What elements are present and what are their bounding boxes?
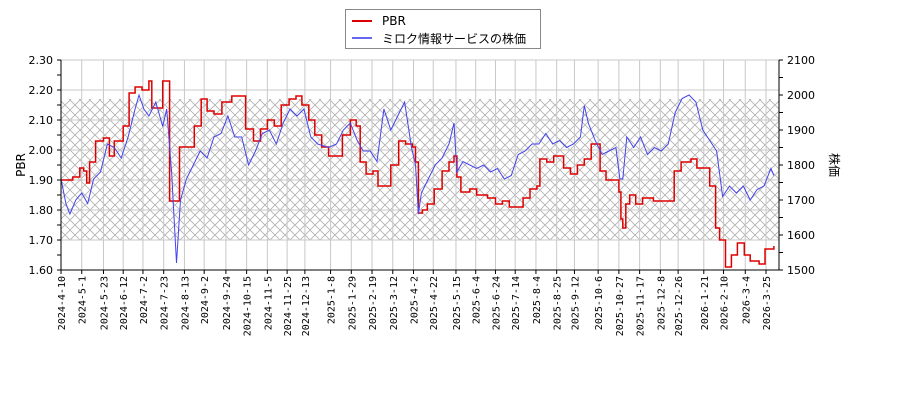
svg-text:2.00: 2.00 xyxy=(29,144,54,157)
svg-text:2025-10-27: 2025-10-27 xyxy=(615,276,626,336)
stock-price-line xyxy=(61,93,775,264)
legend-label-pbr: PBR xyxy=(382,14,406,28)
svg-text:1600: 1600 xyxy=(787,229,815,242)
y-axis-left-ticks: 1.60 1.70 1.80 1.90 2.00 2.10 2.20 2.30 xyxy=(29,54,61,277)
legend-label-price: ミロク情報サービスの株価 xyxy=(382,31,527,46)
legend-swatch-price xyxy=(352,37,372,39)
svg-text:2024-9-2: 2024-9-2 xyxy=(200,276,211,324)
svg-text:2025-4-22: 2025-4-22 xyxy=(429,276,440,330)
svg-text:2025-6-24: 2025-6-24 xyxy=(491,276,502,330)
svg-text:2025-1-8: 2025-1-8 xyxy=(327,276,338,324)
svg-text:2.10: 2.10 xyxy=(29,114,54,127)
svg-text:1500: 1500 xyxy=(787,264,815,277)
svg-text:2025-8-25: 2025-8-25 xyxy=(553,276,564,330)
y-axis-left-label: PBR xyxy=(14,153,28,177)
svg-text:2026-2-10: 2026-2-10 xyxy=(720,276,731,330)
svg-text:2024-9-24: 2024-9-24 xyxy=(222,276,233,330)
svg-text:2025-5-15: 2025-5-15 xyxy=(452,276,463,330)
y-axis-right-label: 株価 xyxy=(827,153,842,177)
svg-text:1.70: 1.70 xyxy=(29,234,54,247)
svg-text:2025-2-19: 2025-2-19 xyxy=(368,276,379,330)
svg-text:2025-11-17: 2025-11-17 xyxy=(636,276,647,336)
svg-text:2024-5-23: 2024-5-23 xyxy=(99,276,110,330)
svg-text:2024-11-25: 2024-11-25 xyxy=(283,276,294,336)
svg-text:2025-6-4: 2025-6-4 xyxy=(472,276,483,324)
svg-text:2.30: 2.30 xyxy=(29,54,54,67)
svg-text:2024-8-13: 2024-8-13 xyxy=(180,276,191,330)
svg-text:1.80: 1.80 xyxy=(29,204,54,217)
svg-text:1.60: 1.60 xyxy=(29,264,54,277)
svg-text:2025-8-4: 2025-8-4 xyxy=(532,276,543,324)
svg-text:2025-3-12: 2025-3-12 xyxy=(389,276,400,330)
svg-text:2026-1-21: 2026-1-21 xyxy=(700,276,711,330)
y-axis-right-ticks: 1500 1600 1700 1800 1900 2000 2100 xyxy=(779,54,815,277)
svg-text:2024-6-12: 2024-6-12 xyxy=(119,276,130,330)
shaded-band xyxy=(61,99,779,240)
legend-item-pbr: PBR xyxy=(352,13,406,29)
x-axis-tick-labels: 2024-4-10 2024-5-1 2024-5-23 2024-6-12 2024-… xyxy=(57,270,773,336)
svg-text:2025-12-8: 2025-12-8 xyxy=(656,276,667,330)
svg-text:2025-12-26: 2025-12-26 xyxy=(674,276,685,336)
legend: PBR ミロク情報サービスの株価 xyxy=(345,9,541,49)
svg-text:2024-4-10: 2024-4-10 xyxy=(57,276,68,330)
svg-text:2025-1-29: 2025-1-29 xyxy=(347,276,358,330)
legend-swatch-pbr xyxy=(352,20,372,22)
svg-text:1700: 1700 xyxy=(787,194,815,207)
svg-text:2024-7-2: 2024-7-2 xyxy=(139,276,150,324)
svg-text:2000: 2000 xyxy=(787,89,815,102)
svg-text:2025-10-6: 2025-10-6 xyxy=(594,276,605,330)
svg-text:2100: 2100 xyxy=(787,54,815,67)
svg-text:2024-7-23: 2024-7-23 xyxy=(160,276,171,330)
svg-text:2026-3-25: 2026-3-25 xyxy=(762,276,773,330)
series-lines xyxy=(61,80,775,268)
svg-text:2025-7-14: 2025-7-14 xyxy=(511,276,522,330)
svg-text:2024-5-1: 2024-5-1 xyxy=(78,276,89,324)
svg-text:2024-11-5: 2024-11-5 xyxy=(263,276,274,330)
svg-text:1800: 1800 xyxy=(787,159,815,172)
svg-text:2025-4-2: 2025-4-2 xyxy=(410,276,421,324)
svg-text:2025-9-12: 2025-9-12 xyxy=(570,276,581,330)
svg-text:2.20: 2.20 xyxy=(29,84,54,97)
svg-text:1900: 1900 xyxy=(787,124,815,137)
legend-item-price: ミロク情報サービスの株価 xyxy=(352,30,526,46)
svg-text:2026-3-4: 2026-3-4 xyxy=(741,276,752,324)
svg-text:2024-12-13: 2024-12-13 xyxy=(301,276,312,336)
pbr-line xyxy=(61,80,775,268)
svg-text:1.90: 1.90 xyxy=(29,174,54,187)
svg-text:2024-10-15: 2024-10-15 xyxy=(243,276,254,336)
